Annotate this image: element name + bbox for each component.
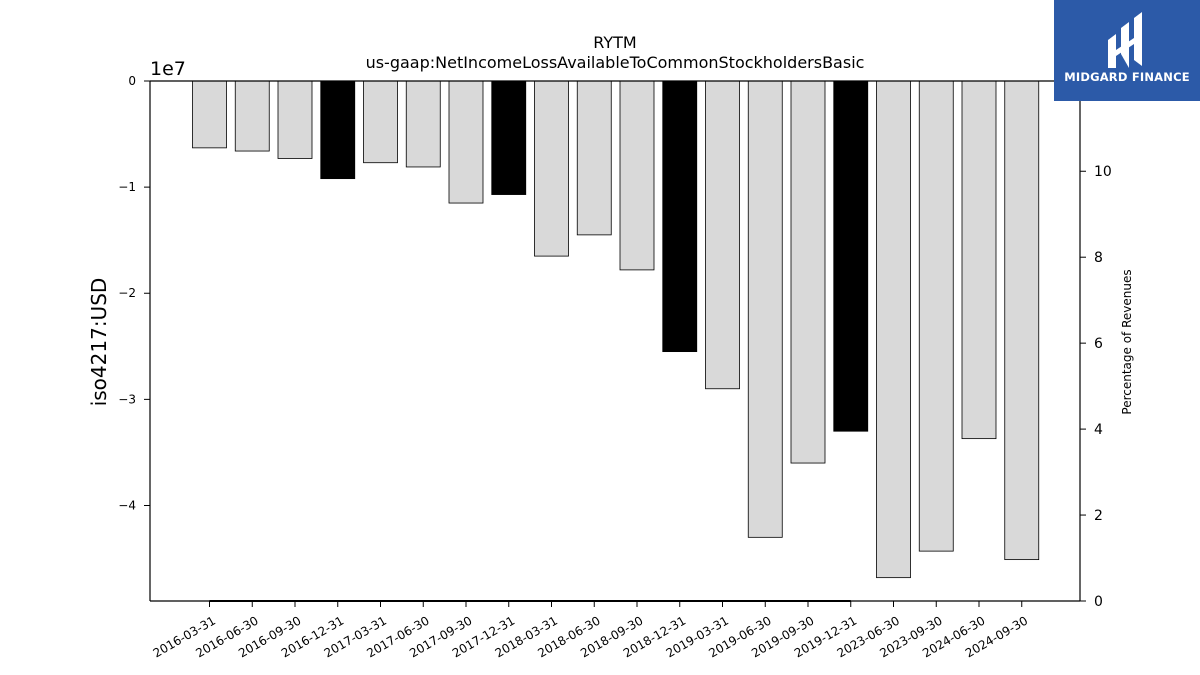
bar-2023-09-30 — [918, 80, 954, 552]
bar-2016-09-30 — [277, 80, 313, 159]
midgard-logo-icon — [1108, 12, 1142, 68]
bar-2023-06-30 — [876, 80, 911, 579]
bar-2018-09-30 — [619, 80, 655, 271]
y2-axis-label: Percentage of Revenues — [1120, 269, 1134, 414]
bar-2016-06-30 — [234, 80, 270, 152]
bar-2016-12-31 — [320, 80, 356, 180]
y-tick-label: −1 — [118, 180, 136, 194]
bar-2016-03-31 — [192, 80, 227, 149]
bar-2024-06-30 — [961, 80, 997, 440]
bar-2017-03-31 — [363, 80, 398, 164]
y2-tick-label: 8 — [1094, 250, 1103, 266]
bar-2017-09-30 — [448, 80, 484, 204]
y-tick-label: −4 — [118, 498, 136, 512]
brand-logo: MIDGARD FINANCE — [1054, 0, 1200, 101]
logo-text: MIDGARD FINANCE — [1064, 70, 1190, 84]
y2-tick-label: 4 — [1094, 422, 1103, 438]
bar-2019-03-31 — [705, 80, 740, 390]
bar-2017-12-31 — [491, 80, 527, 195]
bar-2019-06-30 — [747, 80, 783, 538]
chart-title: RYTM — [593, 33, 636, 52]
y-axis-offset-label: 1e7 — [150, 58, 186, 80]
bar-2017-06-30 — [405, 80, 441, 168]
y2-tick-label: 0 — [1094, 594, 1103, 610]
bars-group — [192, 80, 1040, 579]
y-axis-label: iso4217:USD — [87, 278, 111, 407]
y-tick-label: 0 — [128, 74, 136, 88]
bar-2018-12-31 — [662, 80, 698, 353]
bar-2018-06-30 — [576, 80, 612, 236]
bar-2019-09-30 — [790, 80, 826, 464]
y2-tick-label: 6 — [1094, 336, 1103, 352]
bar-2018-03-31 — [534, 80, 569, 257]
y2-tick-label: 2 — [1094, 508, 1103, 524]
y2-tick-label: 10 — [1094, 164, 1112, 180]
bar-2019-12-31 — [833, 80, 869, 432]
bar-2024-09-30 — [1004, 80, 1040, 561]
chart-subtitle: us-gaap:NetIncomeLossAvailableToCommonSt… — [366, 53, 865, 72]
y-tick-label: −3 — [118, 392, 136, 406]
y-tick-label: −2 — [118, 286, 136, 300]
